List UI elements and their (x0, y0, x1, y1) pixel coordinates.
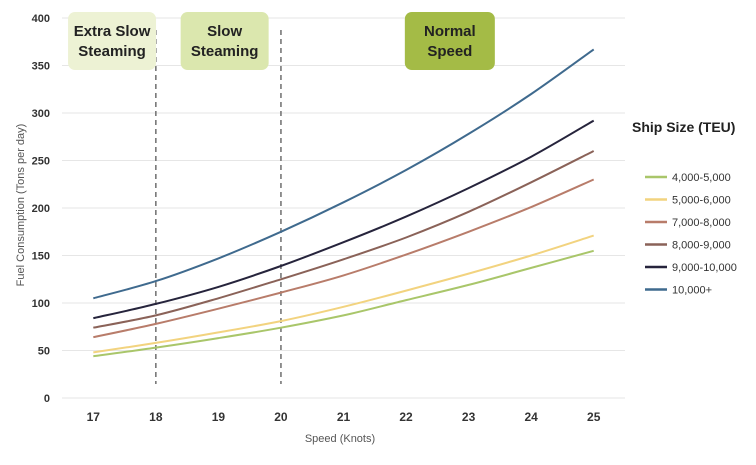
legend-label: 9,000-10,000 (672, 262, 737, 274)
legend-label: 10,000+ (672, 285, 712, 297)
zone-dividers (155, 30, 282, 384)
y-tick-label: 100 (32, 298, 50, 310)
series-line (93, 249, 594, 358)
zone-label-line2: Steaming (191, 43, 259, 60)
y-tick-label: 300 (32, 108, 50, 120)
legend-label: 4,000-5,000 (672, 172, 731, 184)
y-axis-label: Fuel Consumption (Tons per day) (15, 124, 27, 287)
grid (62, 17, 625, 399)
x-tick-label: 24 (524, 410, 538, 424)
legend-item: 7,000-8,000 (645, 217, 731, 229)
zone-label-background (180, 12, 269, 70)
zone-label-line1: Extra Slow (74, 23, 151, 40)
x-tick-label: 23 (462, 410, 476, 424)
zone-label-line1: Normal (424, 23, 476, 40)
zone-label-box: Normal Speed (404, 12, 495, 70)
zone-label-line2: Steaming (78, 43, 146, 60)
y-tick-label: 150 (32, 251, 50, 263)
y-tick-label: 0 (44, 393, 50, 405)
legend-label: 5,000-6,000 (672, 195, 731, 207)
y-tick-label: 200 (32, 203, 50, 215)
legend-title: Ship Size (TEU) (632, 119, 735, 135)
x-tick-label: 21 (337, 410, 351, 424)
y-tick-label: 50 (38, 346, 50, 358)
legend-item: 10,000+ (645, 285, 712, 297)
legend-label: 7,000-8,000 (672, 217, 731, 229)
legend-item: 8,000-9,000 (645, 240, 731, 252)
zone-label-box: Slow Steaming (180, 12, 269, 70)
x-tick-label: 17 (87, 410, 101, 424)
zone-labels: Extra Slow Steaming Slow Steaming Normal Spee… (68, 12, 495, 70)
x-tick-label: 18 (149, 410, 163, 424)
series-lines (93, 48, 595, 358)
x-axis-label: Speed (Knots) (305, 433, 375, 445)
legend-item: 5,000-6,000 (645, 195, 731, 207)
y-tick-label: 400 (32, 13, 50, 25)
legend-item: 9,000-10,000 (645, 262, 737, 274)
series-line (93, 234, 595, 354)
x-axis-ticks: 17 18 19 20 21 22 23 24 25 (87, 410, 601, 424)
legend-label: 8,000-9,000 (672, 240, 731, 252)
y-tick-label: 350 (32, 61, 50, 73)
y-tick-label: 250 (32, 156, 50, 168)
series-line (93, 119, 595, 320)
x-tick-label: 20 (274, 410, 288, 424)
zone-label-box: Extra Slow Steaming (68, 12, 157, 70)
zone-label-line1: Slow (207, 23, 242, 40)
zone-label-line2: Speed (427, 43, 472, 60)
zone-label-background (68, 12, 157, 70)
zone-label-background (404, 12, 495, 70)
series-line (93, 150, 595, 329)
legend-item: 4,000-5,000 (645, 172, 731, 184)
y-axis-ticks: 0 50 100 150 200 250 300 350 400 (32, 13, 50, 405)
x-tick-label: 19 (212, 410, 226, 424)
series-line (93, 48, 595, 300)
series-line (93, 178, 595, 339)
legend: Ship Size (TEU) 4,000-5,000 5,000-6,000 7,… (632, 119, 737, 297)
x-tick-label: 25 (587, 410, 601, 424)
x-tick-label: 22 (399, 410, 413, 424)
